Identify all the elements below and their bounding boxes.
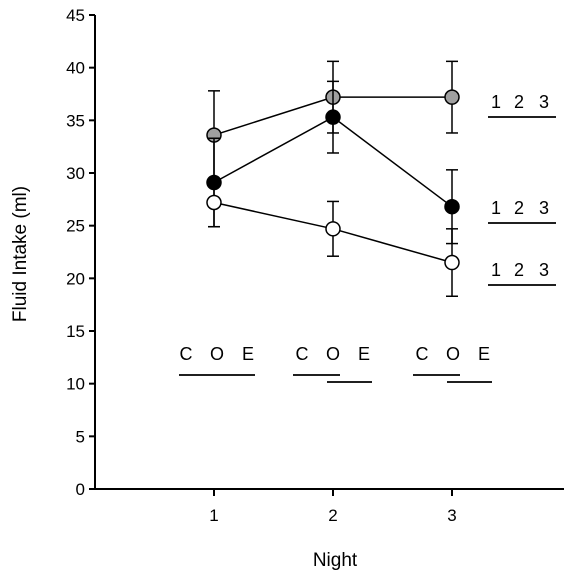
y-tick-label: 40	[66, 59, 85, 78]
group-number: 1	[491, 260, 501, 280]
y-tick-label: 30	[66, 164, 85, 183]
y-tick-label: 5	[76, 427, 85, 446]
x-tick-label: 1	[209, 506, 218, 525]
y-tick-label: 25	[66, 217, 85, 236]
group-number: 2	[514, 92, 524, 112]
group-letter: O	[326, 344, 340, 364]
data-point	[444, 89, 460, 105]
group-number: 1	[491, 198, 501, 218]
y-tick-label: 20	[66, 269, 85, 288]
y-tick-label: 35	[66, 111, 85, 130]
data-point	[206, 194, 222, 211]
group-number: 3	[539, 198, 549, 218]
series-layer	[206, 60, 460, 297]
group-letter: C	[180, 344, 193, 364]
y-tick-label: 0	[76, 480, 85, 499]
group-letter: C	[296, 344, 309, 364]
group-letter: E	[478, 344, 490, 364]
y-axis-title: Fluid Intake (ml)	[10, 186, 31, 322]
group-letter: O	[210, 344, 224, 364]
group-number: 1	[491, 92, 501, 112]
group-number: 3	[539, 260, 549, 280]
group-number: 3	[539, 92, 549, 112]
annotation-layer: C O E C O E C O E1 2 31 2 31 2 3	[179, 92, 556, 383]
data-point	[325, 221, 341, 237]
group-letter: E	[358, 344, 370, 364]
x-tick-label: 2	[328, 506, 337, 525]
x-axis-title: Night	[313, 550, 358, 571]
data-point	[444, 198, 460, 215]
group-letter: O	[446, 344, 460, 364]
series-3	[206, 177, 460, 297]
group-letter: E	[242, 344, 254, 364]
data-point	[325, 109, 341, 125]
y-tick-label: 15	[66, 322, 85, 341]
group-number: 2	[514, 260, 524, 280]
y-tick-label: 45	[66, 6, 85, 25]
group-letter: C	[416, 344, 429, 364]
y-tick-label: 10	[66, 375, 85, 394]
x-tick-label: 3	[447, 506, 456, 525]
group-number: 2	[514, 198, 524, 218]
data-point	[444, 254, 460, 271]
